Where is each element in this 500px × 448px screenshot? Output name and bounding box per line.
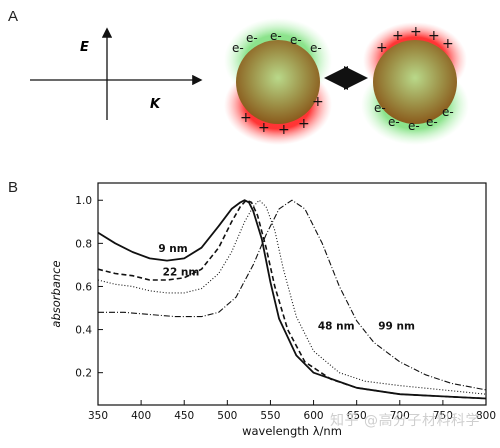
series-annotation: 9 nm <box>158 243 187 255</box>
svg-text:+: + <box>428 28 440 44</box>
x-tick-label: 550 <box>260 410 280 422</box>
absorbance-chart: 350 400 450 500 550 600 650 700 750 800 0.2 0.4 0.6 0… <box>49 182 496 438</box>
nanoparticle-1: e- e- e- e- e- + + + + + <box>224 18 332 145</box>
series-annotation: 99 nm <box>378 321 415 333</box>
svg-text:e-: e- <box>270 29 282 43</box>
electron-labels-1: e- e- e- e- e- <box>232 29 322 55</box>
series-line-4 <box>98 199 487 391</box>
series-line-1 <box>97 199 487 400</box>
x-tick-label: 500 <box>217 410 237 422</box>
positive-charges-2: + + + + + <box>376 24 454 56</box>
plot-frame <box>97 182 487 406</box>
y-tick-label: 0.2 <box>75 368 92 380</box>
x-tick-label: 800 <box>476 410 496 422</box>
svg-text:e-: e- <box>232 41 244 55</box>
svg-text:+: + <box>240 110 252 126</box>
x-tick-label: 400 <box>131 410 151 422</box>
e-field-label: E <box>80 40 89 55</box>
svg-text:+: + <box>278 122 290 138</box>
svg-text:e-: e- <box>310 41 322 55</box>
svg-text:e-: e- <box>246 31 258 45</box>
y-tick-label: 0.8 <box>75 238 92 250</box>
svg-text:e-: e- <box>388 115 400 129</box>
svg-text:+: + <box>298 116 310 132</box>
k-vector-label: K <box>150 97 161 112</box>
x-tick-label: 600 <box>304 410 324 422</box>
x-tick-label: 650 <box>347 410 367 422</box>
x-tick-label: 450 <box>174 410 194 422</box>
series-line-3 <box>97 199 487 395</box>
series-line-2 <box>97 199 487 400</box>
svg-text:e-: e- <box>374 101 386 115</box>
y-tick-label: 1.0 <box>75 195 92 207</box>
x-tick-label: 700 <box>390 410 410 422</box>
positive-charges-1: + + + + + <box>240 94 324 138</box>
svg-text:+: + <box>442 36 454 52</box>
panel-a-label: A <box>8 8 19 25</box>
nanoparticle-2: + + + + + e- e- e- e- e- <box>361 22 469 145</box>
x-tick-label: 750 <box>433 410 453 422</box>
panel-b: B 350 400 450 500 550 600 650 700 750 800 0.2 0.4 0.… <box>0 165 500 444</box>
svg-text:+: + <box>258 120 270 136</box>
x-axis-label: wavelength λ/nm <box>242 424 342 438</box>
svg-text:+: + <box>392 28 404 44</box>
svg-text:+: + <box>410 24 422 40</box>
y-axis-label: absorbance <box>49 260 63 327</box>
y-tick-label: 0.6 <box>75 281 92 293</box>
series-annotation: 48 nm <box>318 321 355 333</box>
y-tick-label: 0.4 <box>75 325 92 337</box>
plasmon-schematic: E K e- e- e- e- e- + + + + + <box>30 18 469 145</box>
watermark: 知乎 @高分子材料科学 <box>330 413 480 429</box>
svg-text:e-: e- <box>290 33 302 47</box>
svg-text:+: + <box>312 94 324 110</box>
svg-text:e-: e- <box>426 115 438 129</box>
electron-labels-2: e- e- e- e- e- <box>374 101 454 133</box>
panel-b-label: B <box>8 179 19 196</box>
series-annotation: 22 nm <box>163 267 200 279</box>
svg-text:+: + <box>376 40 388 56</box>
panel-a: A E K <box>0 0 500 160</box>
svg-text:e-: e- <box>408 119 420 133</box>
x-tick-label: 350 <box>88 410 108 422</box>
svg-text:e-: e- <box>442 105 454 119</box>
